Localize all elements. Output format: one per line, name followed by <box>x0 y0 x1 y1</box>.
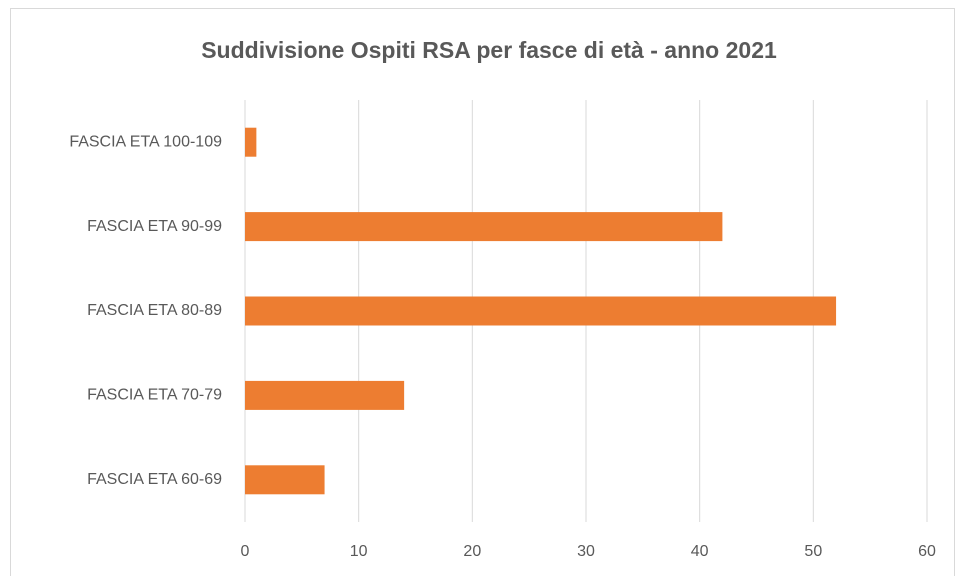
y-tick-label: FASCIA ETA 90-99 <box>87 218 222 235</box>
y-tick-label: FASCIA ETA 80-89 <box>87 302 222 319</box>
y-tick-label: FASCIA ETA 100-109 <box>69 133 222 150</box>
chart-title: Suddivisione Ospiti RSA per fasce di età… <box>201 37 777 63</box>
x-tick-label: 30 <box>577 543 595 560</box>
x-tick-label: 60 <box>918 543 936 560</box>
x-tick-label: 0 <box>241 543 250 560</box>
x-tick-label: 40 <box>691 543 709 560</box>
bar <box>245 127 257 157</box>
x-tick-label: 20 <box>463 543 481 560</box>
y-tick-label: FASCIA ETA 70-79 <box>87 387 222 404</box>
x-tick-label: 10 <box>350 543 368 560</box>
bar <box>245 465 325 495</box>
y-tick-label: FASCIA ETA 60-69 <box>87 471 222 488</box>
bar <box>245 212 723 242</box>
bar <box>245 380 405 410</box>
x-tick-label: 50 <box>804 543 822 560</box>
bar <box>245 296 837 326</box>
chart-border <box>10 8 955 581</box>
